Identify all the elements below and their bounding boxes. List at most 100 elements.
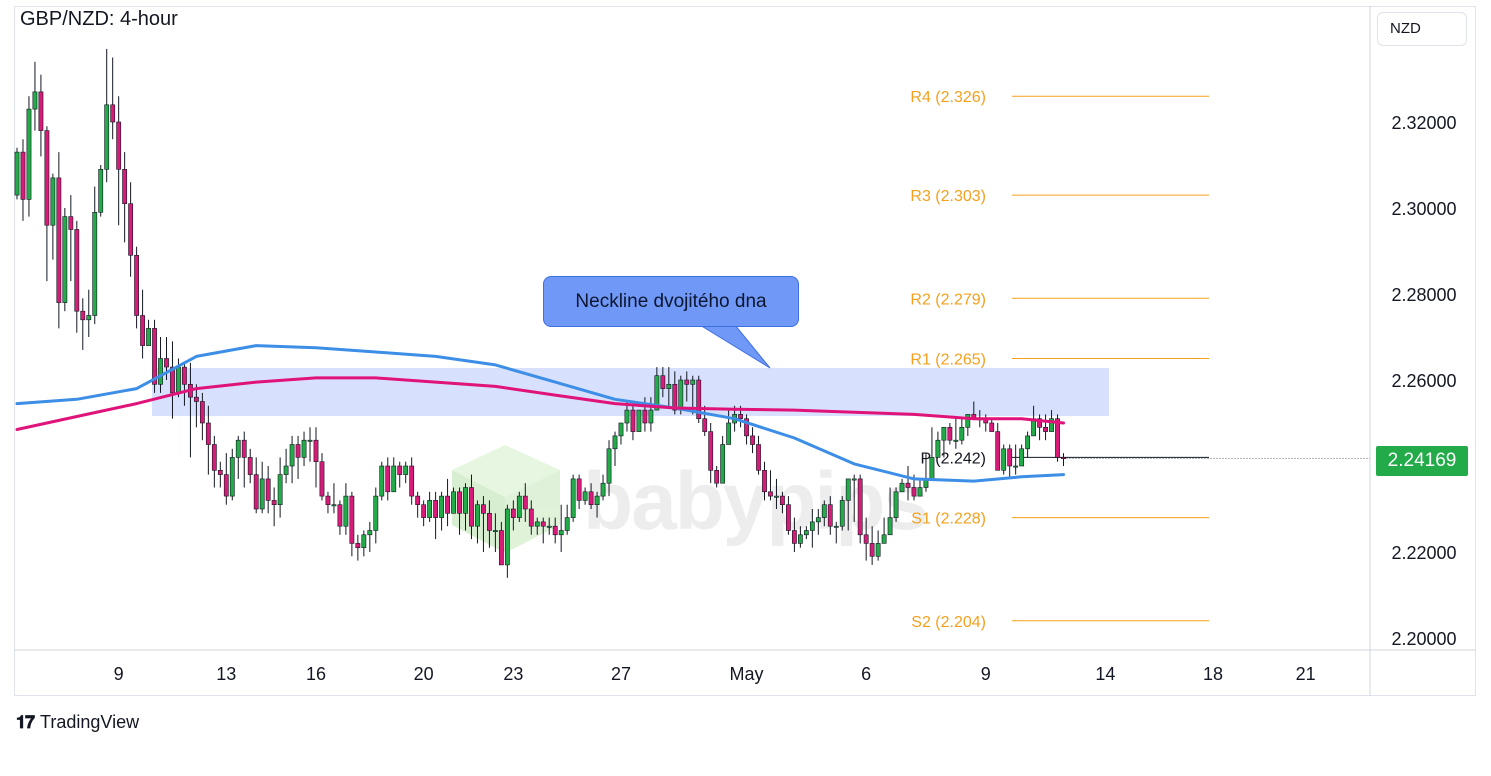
candle[interactable]	[74, 220, 80, 333]
candle[interactable]	[666, 367, 672, 406]
candle[interactable]	[917, 478, 923, 497]
candle[interactable]	[702, 405, 708, 436]
candle[interactable]	[475, 500, 480, 544]
price-axis[interactable]: 2.32000 2.30000 2.28000 2.26000 2.22000 2.200…	[1391, 113, 1456, 649]
candle[interactable]	[487, 500, 492, 548]
candle[interactable]	[385, 457, 391, 501]
candle[interactable]	[815, 509, 821, 535]
candle[interactable]	[146, 319, 151, 346]
candle[interactable]	[56, 152, 62, 329]
candle[interactable]	[839, 496, 845, 531]
candle[interactable]	[983, 414, 989, 432]
candle[interactable]	[199, 392, 205, 441]
candle[interactable]	[636, 409, 642, 432]
candle[interactable]	[899, 478, 905, 493]
candle[interactable]	[457, 487, 462, 535]
candle[interactable]	[684, 371, 690, 402]
candle[interactable]	[995, 423, 1001, 471]
candle[interactable]	[827, 496, 833, 535]
candle[interactable]	[104, 48, 110, 183]
candle[interactable]	[1019, 444, 1025, 467]
candle[interactable]	[182, 362, 187, 406]
candle[interactable]	[989, 418, 995, 432]
candle[interactable]	[26, 96, 32, 217]
candle[interactable]	[205, 405, 211, 475]
candle[interactable]	[128, 182, 134, 277]
candle[interactable]	[959, 418, 965, 445]
candle[interactable]	[253, 457, 259, 514]
candle[interactable]	[708, 423, 714, 484]
candle[interactable]	[32, 61, 38, 131]
candle[interactable]	[44, 126, 50, 282]
candle[interactable]	[600, 474, 606, 501]
candle[interactable]	[947, 423, 953, 445]
candle[interactable]	[331, 483, 337, 514]
candle[interactable]	[624, 401, 630, 432]
candle[interactable]	[439, 491, 444, 531]
candle[interactable]	[606, 440, 612, 497]
candle[interactable]	[361, 530, 367, 557]
candle[interactable]	[833, 521, 839, 544]
candle[interactable]	[534, 517, 540, 535]
candle[interactable]	[403, 461, 409, 484]
candle[interactable]	[379, 461, 385, 501]
candle[interactable]	[821, 500, 827, 527]
candle[interactable]	[1001, 444, 1007, 475]
candle[interactable]	[349, 491, 355, 557]
candle[interactable]	[696, 375, 702, 423]
candle[interactable]	[445, 478, 450, 527]
candle[interactable]	[80, 298, 86, 350]
candle[interactable]	[140, 289, 145, 359]
candle[interactable]	[780, 491, 785, 514]
candle[interactable]	[463, 483, 468, 531]
candle[interactable]	[893, 487, 899, 522]
candle[interactable]	[498, 521, 504, 566]
currency-button[interactable]: NZD	[1377, 12, 1467, 46]
candle[interactable]	[750, 427, 755, 454]
candle[interactable]	[744, 414, 749, 445]
candle[interactable]	[259, 461, 265, 514]
candle[interactable]	[194, 384, 199, 428]
candle[interactable]	[540, 517, 546, 544]
candle[interactable]	[295, 435, 301, 479]
candle[interactable]	[235, 435, 241, 479]
candle[interactable]	[1007, 444, 1013, 479]
candle[interactable]	[20, 139, 26, 221]
candle[interactable]	[301, 431, 307, 466]
candle[interactable]	[325, 491, 331, 514]
candle[interactable]	[68, 195, 74, 282]
time-axis[interactable]: 9 13 16 20 23 27 May 6 9 14 18 21	[114, 664, 1316, 684]
candle[interactable]	[953, 418, 959, 449]
candle[interactable]	[14, 147, 20, 200]
candle[interactable]	[481, 496, 486, 552]
candle[interactable]	[122, 152, 128, 243]
candle[interactable]	[845, 478, 851, 531]
candle[interactable]	[612, 431, 618, 466]
candle[interactable]	[307, 427, 313, 462]
candle[interactable]	[756, 435, 761, 475]
candle[interactable]	[469, 474, 474, 540]
candle[interactable]	[791, 517, 797, 552]
candle[interactable]	[289, 435, 295, 484]
candle[interactable]	[774, 478, 779, 509]
candle[interactable]	[857, 474, 863, 544]
candle[interactable]	[935, 431, 941, 458]
candle[interactable]	[152, 319, 157, 393]
candle[interactable]	[367, 521, 373, 552]
candle[interactable]	[271, 487, 277, 527]
candle[interactable]	[660, 367, 666, 398]
candle[interactable]	[881, 517, 887, 544]
candle[interactable]	[391, 457, 397, 493]
candle[interactable]	[415, 491, 421, 518]
candle[interactable]	[528, 500, 534, 535]
candle[interactable]	[618, 422, 624, 445]
candle[interactable]	[522, 483, 528, 522]
candle[interactable]	[50, 173, 56, 260]
candle[interactable]	[337, 500, 343, 535]
candle[interactable]	[409, 457, 415, 505]
candle[interactable]	[86, 289, 92, 337]
candle[interactable]	[170, 341, 175, 419]
candle[interactable]	[570, 474, 576, 522]
candle[interactable]	[92, 186, 98, 325]
